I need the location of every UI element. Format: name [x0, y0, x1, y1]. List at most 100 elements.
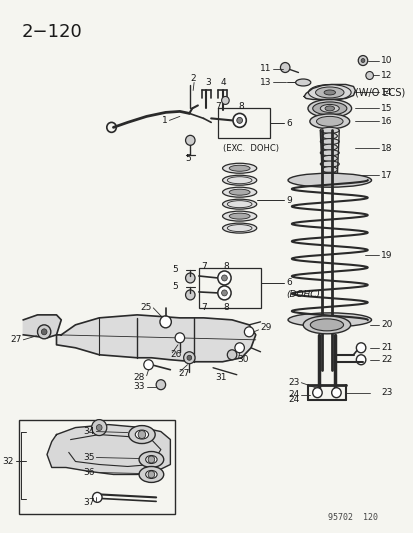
Text: 32: 32: [2, 457, 14, 466]
Text: 21: 21: [380, 343, 392, 352]
Ellipse shape: [287, 173, 370, 187]
Text: 24: 24: [287, 395, 299, 404]
Text: 24: 24: [287, 390, 299, 399]
Ellipse shape: [222, 187, 256, 197]
Ellipse shape: [139, 451, 163, 467]
Text: 31: 31: [214, 373, 226, 382]
Text: 14: 14: [380, 88, 392, 97]
Polygon shape: [304, 84, 354, 100]
Text: 36: 36: [83, 468, 94, 477]
Ellipse shape: [222, 199, 256, 209]
Circle shape: [148, 456, 154, 463]
Text: 1: 1: [161, 116, 167, 125]
Text: 2: 2: [190, 74, 195, 83]
Text: 26: 26: [170, 350, 181, 359]
Ellipse shape: [320, 139, 339, 144]
Circle shape: [365, 71, 373, 79]
Circle shape: [138, 431, 145, 439]
Ellipse shape: [321, 167, 337, 173]
Circle shape: [91, 419, 107, 435]
Text: 95702  120: 95702 120: [328, 513, 377, 522]
Ellipse shape: [302, 316, 350, 334]
Text: (W/O ECS): (W/O ECS): [354, 87, 405, 98]
Circle shape: [221, 290, 227, 296]
Polygon shape: [56, 315, 255, 362]
Circle shape: [227, 350, 236, 360]
Text: 11: 11: [259, 64, 270, 73]
Ellipse shape: [222, 211, 256, 221]
Ellipse shape: [321, 144, 337, 150]
Text: 6: 6: [285, 119, 291, 128]
Ellipse shape: [145, 456, 157, 464]
Ellipse shape: [324, 106, 334, 111]
Text: 10: 10: [380, 56, 392, 65]
Ellipse shape: [222, 223, 256, 233]
Text: 18: 18: [380, 144, 392, 153]
Text: 29: 29: [260, 324, 271, 333]
Circle shape: [175, 333, 184, 343]
Circle shape: [159, 316, 171, 328]
Ellipse shape: [320, 150, 339, 156]
Circle shape: [96, 425, 102, 431]
Circle shape: [356, 355, 365, 365]
Text: 3: 3: [205, 78, 211, 87]
Ellipse shape: [222, 175, 256, 185]
Text: 37: 37: [83, 498, 94, 507]
Text: 12: 12: [380, 71, 392, 80]
Circle shape: [356, 343, 365, 353]
Circle shape: [183, 352, 195, 364]
Circle shape: [357, 55, 367, 66]
Ellipse shape: [229, 189, 249, 195]
Circle shape: [217, 286, 230, 300]
Circle shape: [187, 356, 191, 360]
Text: 5: 5: [172, 265, 178, 274]
Polygon shape: [23, 315, 61, 338]
Ellipse shape: [316, 116, 342, 126]
Ellipse shape: [321, 133, 337, 139]
Text: 20: 20: [380, 320, 392, 329]
Ellipse shape: [315, 87, 343, 98]
Circle shape: [233, 114, 246, 127]
Text: 27: 27: [10, 335, 21, 344]
Ellipse shape: [222, 163, 256, 173]
Bar: [198, 268, 260, 308]
Text: 7: 7: [200, 262, 206, 271]
Circle shape: [185, 135, 195, 146]
Text: 17: 17: [380, 171, 392, 180]
Ellipse shape: [320, 161, 339, 167]
Text: 30: 30: [236, 356, 248, 364]
Text: 15: 15: [380, 104, 392, 113]
Text: 7: 7: [200, 303, 206, 312]
Ellipse shape: [320, 127, 339, 133]
Circle shape: [148, 471, 154, 478]
Text: 7: 7: [214, 102, 220, 111]
Text: 23: 23: [380, 388, 392, 397]
Circle shape: [143, 360, 153, 370]
Bar: [217, 108, 269, 139]
Text: 4: 4: [220, 78, 226, 87]
Ellipse shape: [229, 165, 249, 171]
Circle shape: [156, 379, 165, 390]
Ellipse shape: [287, 313, 370, 327]
Text: 6: 6: [285, 278, 291, 287]
Bar: [19, 419, 175, 514]
Text: 9: 9: [285, 196, 291, 205]
Text: 8: 8: [238, 102, 244, 111]
Ellipse shape: [323, 90, 335, 95]
Text: 2−120: 2−120: [21, 22, 82, 41]
Text: 35: 35: [83, 453, 94, 462]
Text: (EXC.  DOHC): (EXC. DOHC): [222, 144, 278, 153]
Circle shape: [185, 290, 195, 300]
Circle shape: [234, 343, 244, 353]
Ellipse shape: [135, 430, 148, 439]
Ellipse shape: [295, 79, 310, 86]
Text: 16: 16: [380, 117, 392, 126]
Ellipse shape: [320, 172, 339, 178]
Ellipse shape: [309, 114, 349, 129]
Text: 5: 5: [185, 154, 191, 163]
Circle shape: [280, 62, 289, 72]
Circle shape: [331, 387, 340, 398]
Circle shape: [236, 117, 242, 123]
Ellipse shape: [312, 102, 346, 115]
Text: 19: 19: [380, 251, 392, 260]
